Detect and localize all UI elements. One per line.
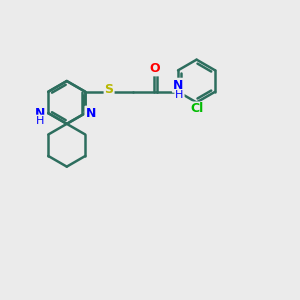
Text: N: N (35, 106, 45, 120)
Text: O: O (150, 62, 160, 75)
Text: H: H (175, 90, 184, 100)
Text: N: N (85, 106, 96, 120)
Text: H: H (36, 116, 44, 126)
Text: Cl: Cl (190, 103, 203, 116)
Text: N: N (173, 79, 183, 92)
Text: S: S (105, 83, 114, 96)
